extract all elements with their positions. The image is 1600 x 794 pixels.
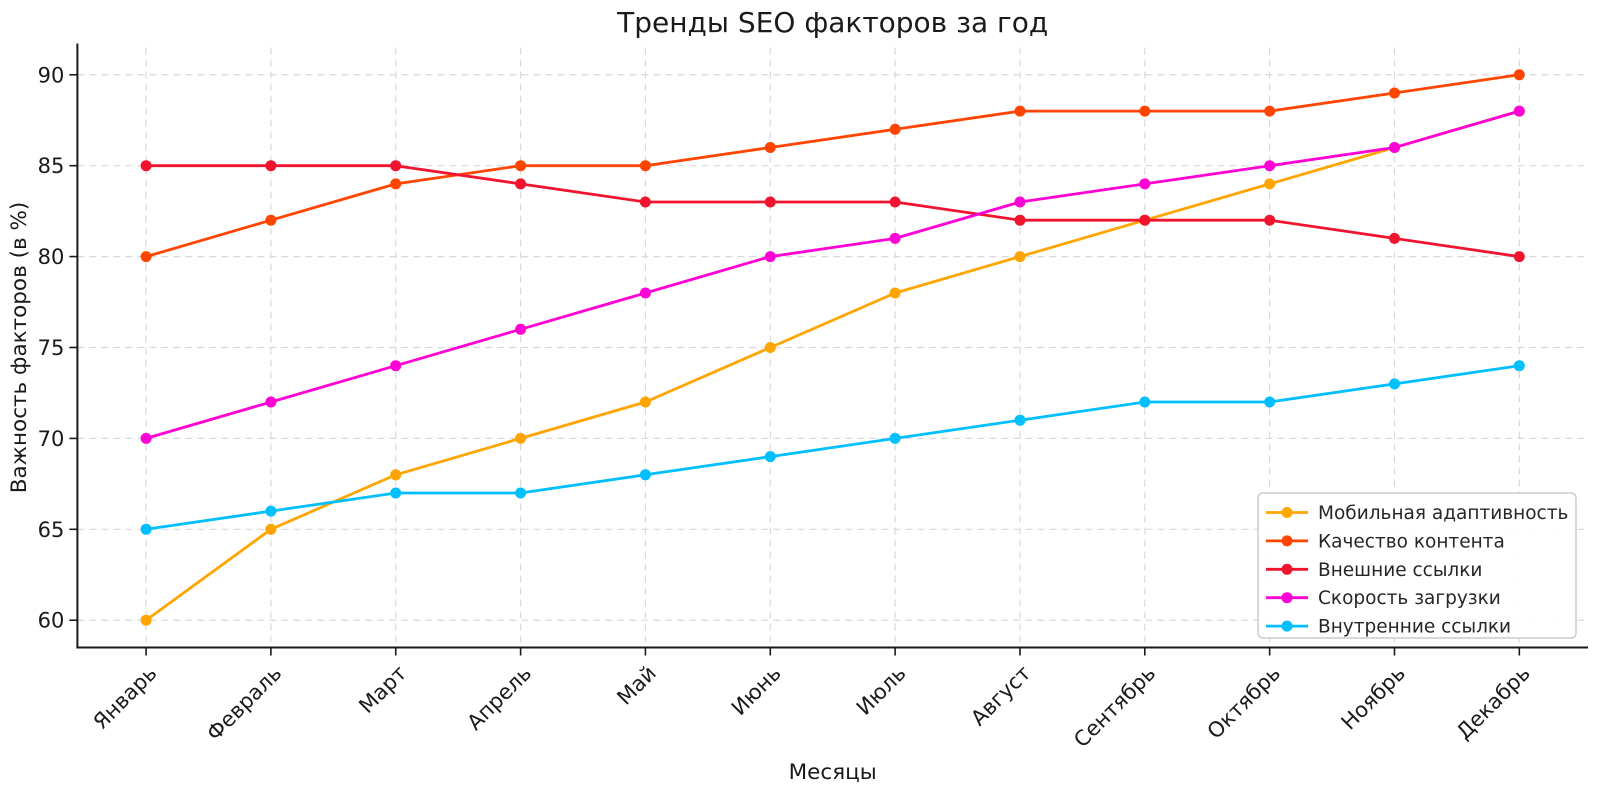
- data-point: [1264, 396, 1276, 408]
- legend-label: Качество контента: [1318, 531, 1505, 552]
- data-point: [390, 360, 402, 372]
- data-point: [1014, 105, 1026, 117]
- series-line: [144, 164, 1521, 258]
- series-line: [144, 109, 1521, 622]
- y-tick-label: 65: [38, 518, 65, 542]
- y-tick-label: 75: [38, 336, 65, 360]
- data-point: [1513, 251, 1525, 263]
- legend-item: Внешние ссылки: [1266, 560, 1482, 581]
- series-3: [140, 105, 1525, 444]
- series-line: [144, 73, 1521, 258]
- data-point: [1264, 214, 1276, 226]
- chart-title: Тренды SEO факторов за год: [616, 6, 1048, 39]
- data-point: [1389, 232, 1400, 244]
- data-point: [390, 160, 402, 172]
- legend-item: Скорость загрузки: [1266, 588, 1501, 609]
- data-point: [140, 523, 152, 535]
- data-point: [1513, 360, 1525, 372]
- legend-marker-icon: [1281, 563, 1293, 575]
- data-point: [515, 487, 527, 499]
- legend-label: Скорость загрузки: [1318, 588, 1501, 609]
- data-point: [889, 196, 901, 208]
- data-point: [390, 487, 402, 499]
- legend-item: Мобильная адаптивность: [1266, 503, 1568, 524]
- y-tick-label: 90: [38, 63, 65, 87]
- data-point: [639, 287, 651, 299]
- data-point: [515, 432, 527, 444]
- data-point: [265, 396, 277, 408]
- data-point: [639, 469, 651, 481]
- data-point: [1513, 105, 1525, 117]
- data-point: [515, 323, 527, 335]
- y-tick-label: 70: [38, 427, 65, 451]
- data-point: [1014, 251, 1026, 263]
- data-point: [889, 287, 901, 299]
- data-point: [265, 505, 277, 517]
- data-point: [889, 232, 901, 244]
- y-tick-label: 80: [38, 245, 65, 269]
- data-point: [889, 432, 901, 444]
- legend-label: Внешние ссылки: [1318, 560, 1482, 581]
- data-point: [1264, 160, 1276, 172]
- y-tick-label: 85: [38, 154, 65, 178]
- data-point: [390, 178, 402, 190]
- legend-marker-icon: [1281, 592, 1293, 604]
- legend-marker-icon: [1281, 535, 1293, 547]
- series-4: [140, 360, 1525, 535]
- data-point: [1014, 414, 1026, 426]
- data-point: [764, 196, 776, 208]
- data-point: [639, 396, 651, 408]
- data-point: [1389, 378, 1400, 390]
- series-1: [140, 69, 1525, 263]
- data-point: [639, 160, 651, 172]
- legend-item: Качество контента: [1266, 531, 1505, 552]
- y-axis-title: Важность факторов (в %): [7, 202, 32, 494]
- series-2: [140, 160, 1525, 263]
- data-point: [140, 251, 152, 263]
- data-point: [515, 160, 527, 172]
- data-point: [1014, 196, 1026, 208]
- data-point: [140, 160, 152, 172]
- data-point: [1139, 214, 1151, 226]
- legend-box: [1257, 492, 1577, 639]
- data-point: [265, 214, 277, 226]
- series-line: [144, 364, 1521, 531]
- data-point: [1139, 178, 1151, 190]
- data-point: [1264, 178, 1276, 190]
- data-point: [1014, 214, 1026, 226]
- legend-item: Внутренние ссылки: [1266, 617, 1511, 638]
- data-point: [1139, 105, 1151, 117]
- data-point: [1139, 396, 1151, 408]
- data-point: [515, 178, 527, 190]
- data-point: [265, 160, 277, 172]
- data-point: [764, 251, 776, 263]
- y-tick-label: 60: [38, 609, 65, 633]
- data-point: [140, 614, 152, 626]
- data-point: [1389, 142, 1400, 153]
- data-point: [390, 469, 402, 481]
- x-axis-title: Месяцы: [789, 760, 877, 785]
- data-point: [764, 451, 776, 463]
- data-point: [1513, 69, 1525, 81]
- data-point: [764, 142, 776, 153]
- data-point: [889, 123, 901, 135]
- axes: [69, 43, 1588, 656]
- series-line: [144, 109, 1521, 440]
- data-point: [140, 432, 152, 444]
- data-point: [764, 342, 776, 353]
- legend-label: Мобильная адаптивность: [1318, 503, 1568, 524]
- data-point: [265, 523, 277, 535]
- gridlines: [77, 47, 1588, 648]
- legend-label: Внутренние ссылки: [1318, 617, 1511, 638]
- data-point: [639, 196, 651, 208]
- data-point: [1264, 105, 1276, 117]
- series-group: [140, 69, 1525, 626]
- legend-marker-icon: [1281, 620, 1293, 632]
- legend: Мобильная адаптивность Качество контента В…: [1257, 492, 1577, 639]
- data-point: [1389, 87, 1400, 99]
- legend-marker-icon: [1281, 507, 1293, 518]
